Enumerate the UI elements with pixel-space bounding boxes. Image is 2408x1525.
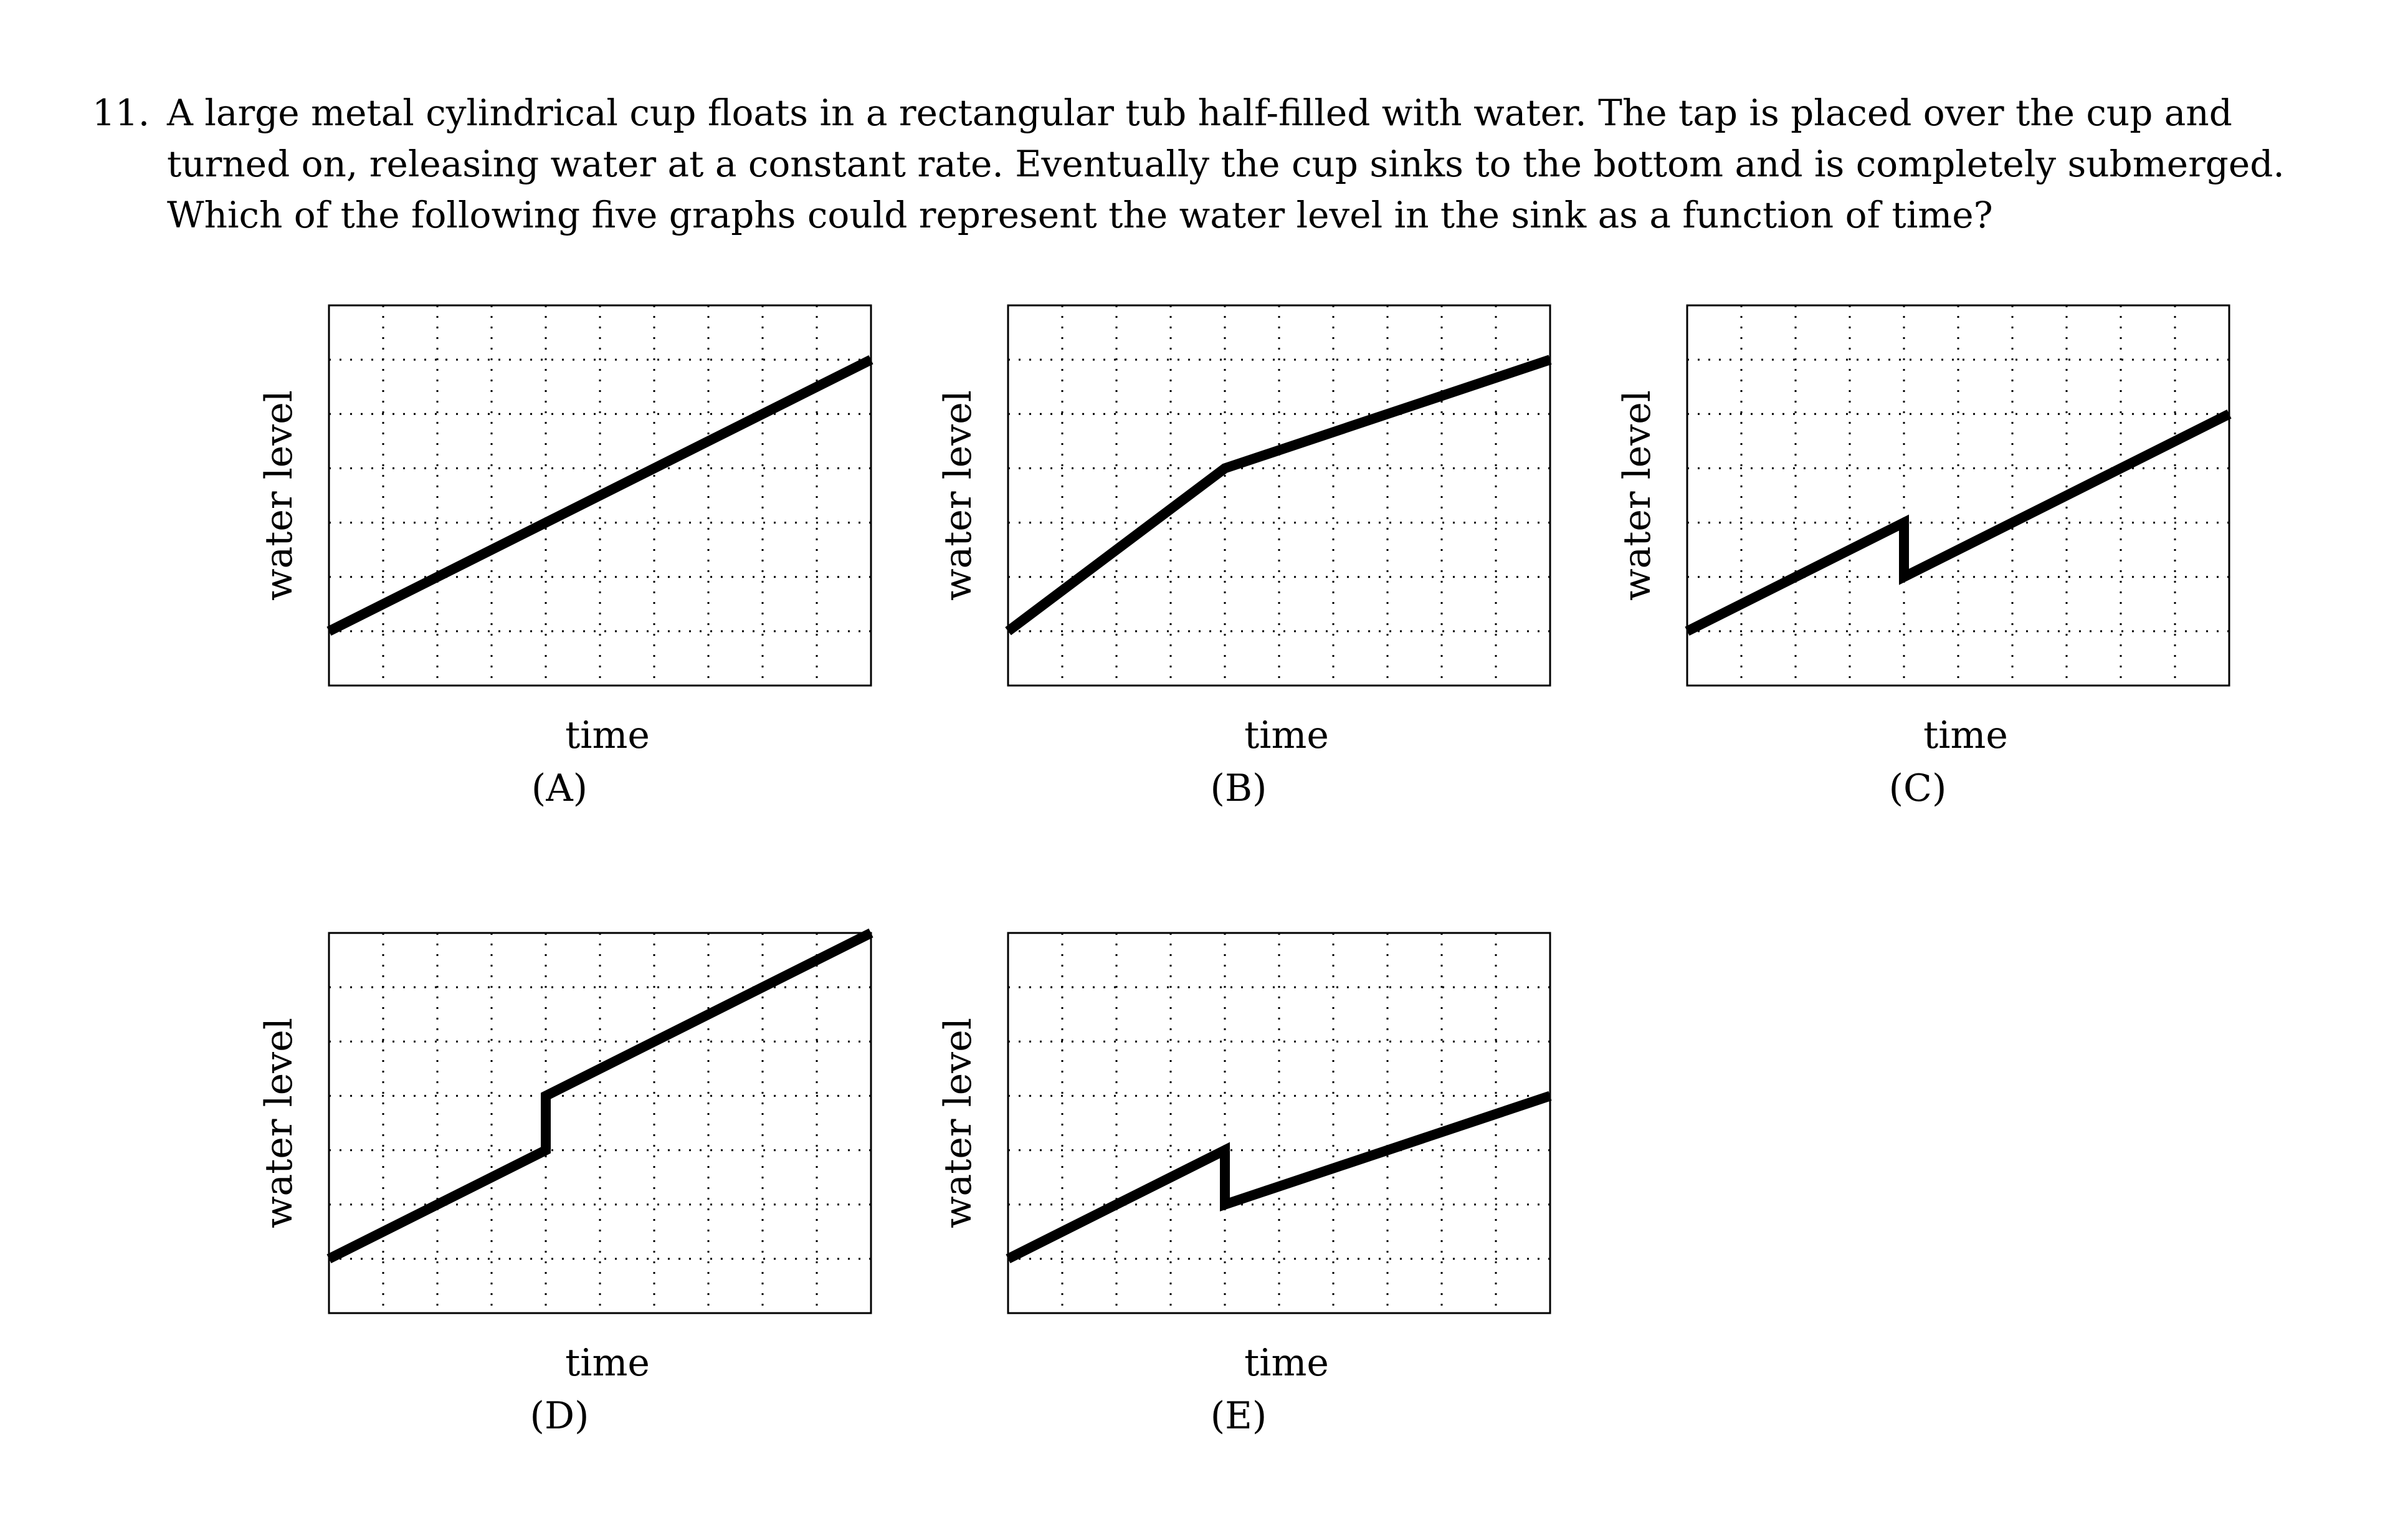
x-axis-label: time: [1923, 714, 2008, 757]
option-label: (A): [531, 767, 588, 810]
option-label: (C): [1889, 767, 1947, 810]
series-line: [326, 928, 873, 1264]
series-line: [1006, 1091, 1552, 1264]
y-axis-label: water level: [936, 390, 980, 601]
option-label: (D): [530, 1394, 589, 1438]
option-label: (B): [1211, 767, 1267, 810]
y-axis-label: water level: [257, 390, 301, 601]
series-line: [1685, 409, 2232, 636]
x-axis-label: time: [1244, 1341, 1329, 1385]
plot-frame: [328, 932, 872, 1314]
y-axis-label: water level: [257, 1018, 301, 1228]
series-line: [1005, 355, 1552, 636]
x-axis-label: time: [1244, 714, 1329, 757]
plot-frame: [1007, 304, 1551, 687]
question-number: 11.: [92, 92, 150, 134]
x-axis-label: time: [565, 1341, 650, 1385]
option-label: (E): [1211, 1394, 1267, 1438]
chart-b: water level time (B): [936, 304, 1552, 810]
plot-frame: [328, 304, 872, 687]
x-axis-label: time: [565, 714, 650, 757]
series-line: [326, 355, 873, 636]
chart-d: water level time (D): [257, 928, 873, 1438]
question-line: A large metal cylindrical cup floats in …: [167, 92, 2232, 134]
chart-e: water level time (E): [936, 932, 1552, 1438]
question-line: turned on, releasing water at a constant…: [167, 143, 2285, 185]
y-axis-label: water level: [936, 1018, 980, 1228]
plot-frame: [1686, 304, 2230, 687]
y-axis-label: water level: [1616, 390, 1659, 601]
question-line: Which of the following five graphs could…: [167, 194, 1993, 236]
chart-c: water level time (C): [1616, 304, 2232, 810]
plot-frame: [1007, 932, 1551, 1314]
question-text: A large metal cylindrical cup floats in …: [167, 87, 2348, 241]
chart-a: water level time (A): [257, 304, 873, 810]
